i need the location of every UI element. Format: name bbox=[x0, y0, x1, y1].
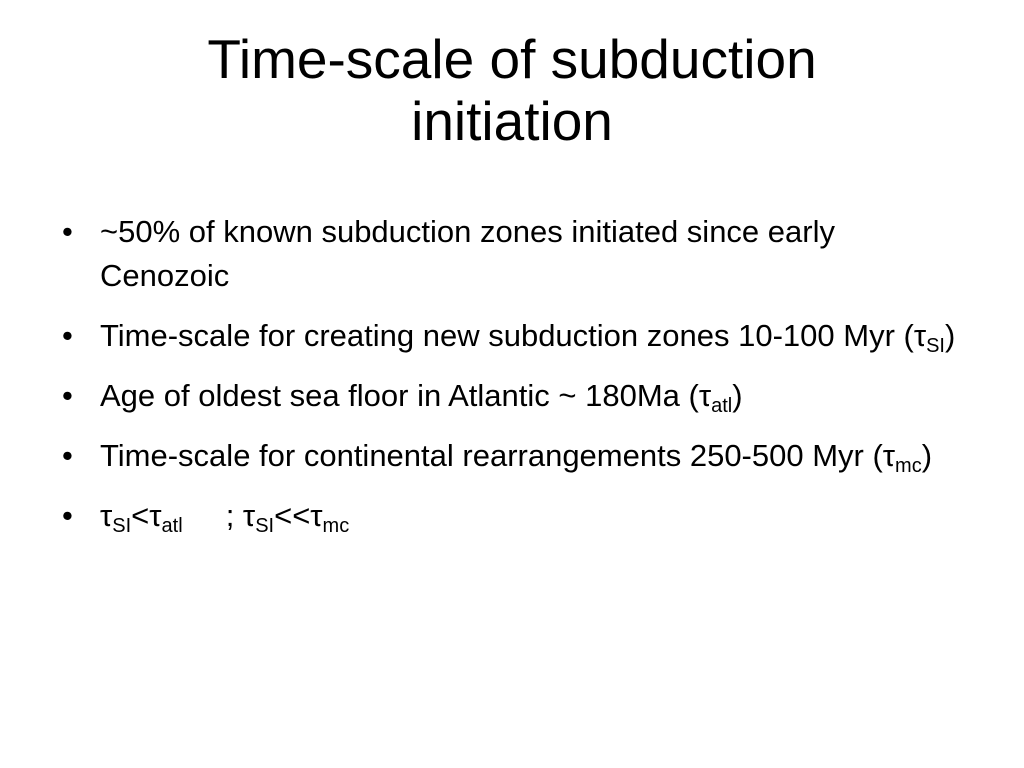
bullet-text: ) bbox=[732, 378, 743, 413]
bullet-text: Time-scale for continental rearrangement… bbox=[100, 438, 896, 473]
bullet-text: Time-scale for creating new subduction z… bbox=[100, 318, 927, 353]
bullet-text: τ bbox=[100, 498, 113, 533]
subscript: SI bbox=[926, 335, 945, 357]
bullet-text: ) bbox=[944, 318, 956, 353]
bullet-text: ; τ bbox=[182, 498, 256, 533]
bullet-text: <τ bbox=[131, 498, 162, 533]
subscript: mc bbox=[322, 515, 350, 537]
bullet: Time-scale for creating new subduction z… bbox=[58, 314, 958, 358]
bullet: Age of oldest sea floor in Atlantic ~ 18… bbox=[58, 374, 958, 418]
bullet: τSI<τatl ; τSI<<τmc bbox=[58, 494, 958, 538]
bullet: Time-scale for continental rearrangement… bbox=[58, 434, 958, 478]
bullet-list: ~50% of known subduction zones initiated… bbox=[58, 210, 958, 554]
subscript: mc bbox=[895, 455, 922, 477]
bullet-text: <<τ bbox=[274, 498, 323, 533]
bullet-text: Age of oldest sea floor in Atlantic ~ 18… bbox=[100, 378, 712, 413]
subscript: atl bbox=[161, 515, 183, 537]
subscript: SI bbox=[112, 515, 132, 537]
bullet-text: ) bbox=[921, 438, 933, 473]
slide-title: Time-scale of subduction initiation bbox=[207, 28, 817, 152]
subscript: atl bbox=[711, 395, 733, 417]
subscript: SI bbox=[255, 515, 275, 537]
bullet: ~50% of known subduction zones initiated… bbox=[58, 210, 958, 298]
bullet-text: ~50% of known subduction zones initiated… bbox=[100, 214, 844, 293]
